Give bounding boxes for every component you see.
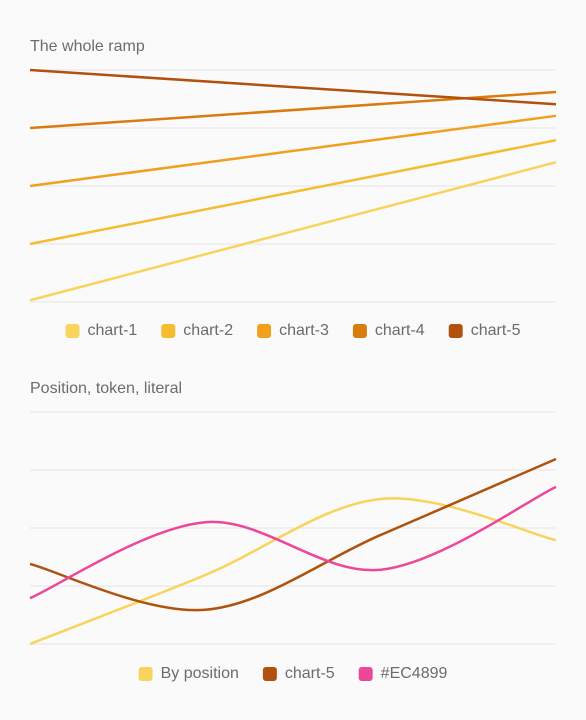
- series-line: [29, 68, 557, 106]
- legend-swatch: [138, 667, 153, 681]
- legend-swatch: [161, 324, 176, 338]
- legend-label: #EC4899: [381, 665, 448, 682]
- legend-label: chart-4: [375, 322, 425, 339]
- legend-label: chart-1: [88, 322, 138, 339]
- chart-title: The whole ramp: [30, 38, 145, 55]
- legend: By position chart-5 #EC4899: [138, 665, 448, 682]
- legend-label: By position: [161, 665, 239, 682]
- legend-swatch: [358, 667, 373, 681]
- series-line: [29, 497, 557, 646]
- series-line: [29, 114, 557, 188]
- legend-swatch: [257, 324, 272, 338]
- legend-label: chart-2: [183, 322, 233, 339]
- chart-title: Position, token, literal: [30, 380, 182, 397]
- legend-label: chart-5: [285, 665, 335, 682]
- series-line: [29, 485, 557, 600]
- legend: chart-1 chart-2 chart-3 chart-4 chart-5: [65, 322, 521, 339]
- series-line: [29, 161, 557, 302]
- series-line: [29, 90, 557, 130]
- legend-label: chart-3: [279, 322, 329, 339]
- legend-label: chart-5: [471, 322, 521, 339]
- series-line: [29, 457, 557, 612]
- legend-swatch: [262, 667, 277, 681]
- legend-swatch: [352, 324, 367, 338]
- legend-swatch: [448, 324, 463, 338]
- legend-swatch: [65, 324, 80, 338]
- series-line: [29, 138, 557, 246]
